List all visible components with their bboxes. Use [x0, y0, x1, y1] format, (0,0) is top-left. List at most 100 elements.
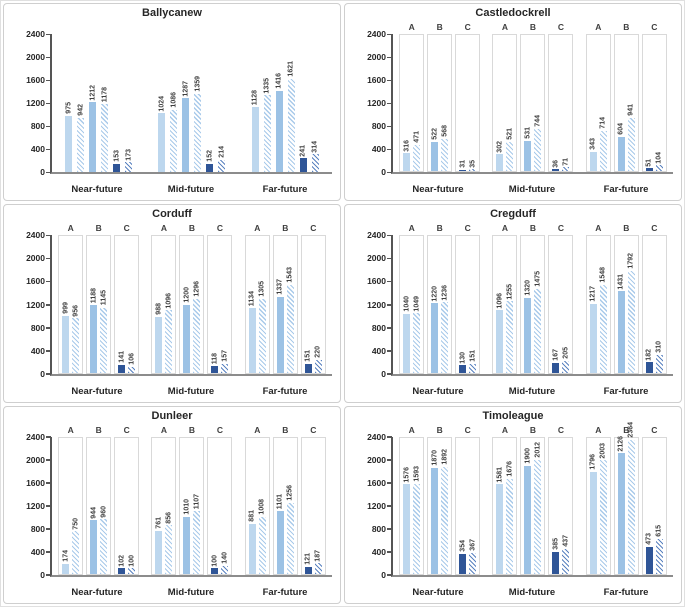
- category-group-near-future: A 999 956 B 1188 1145 C 141 106: [52, 223, 145, 374]
- bar-value-label: 106: [128, 352, 136, 365]
- y-axis-tick-mark: [46, 125, 51, 128]
- y-axis-tick-mark: [387, 280, 392, 283]
- y-axis-tick-mark: [387, 350, 392, 352]
- category-group-far-future: A 881 1008 B 1101 1256 C 121 187: [239, 425, 332, 575]
- bar-value-label: 1475: [534, 271, 542, 287]
- bar-value-label: 2003: [599, 442, 607, 459]
- bar-C-hatched: 437: [562, 535, 570, 574]
- y-axis-tick-label: 2000: [367, 253, 386, 264]
- y-axis-tick-mark: [387, 459, 392, 461]
- bar-value-label: 2364: [627, 422, 635, 438]
- y-axis-tick-mark: [46, 257, 51, 260]
- bar-value-label: 314: [311, 140, 319, 153]
- subgroup-box-B: B 1188 1145: [86, 223, 112, 374]
- bar-A-hatched: 1049: [413, 296, 421, 373]
- chart-title: Castledockrell: [475, 7, 551, 19]
- x-axis-labels: Near-future Mid-future Far-future: [391, 386, 673, 397]
- subgroup-label: C: [557, 22, 565, 32]
- chart-title: Dunleer: [151, 409, 193, 422]
- y-axis-tick-label: 1600: [26, 276, 45, 287]
- bar-value-label: 941: [627, 104, 635, 116]
- x-axis-category-label: Mid-future: [167, 184, 215, 196]
- subgroup-box-C: C 36 71: [548, 22, 574, 173]
- bar-A-hatched: 1096: [165, 293, 173, 373]
- bar-C-solid: 241: [299, 145, 307, 173]
- bar-value-label: 1892: [441, 448, 449, 465]
- y-axis-tick-label: 1600: [26, 75, 45, 86]
- y-axis-tick-mark: [387, 482, 392, 484]
- y-axis-tick-label: 1600: [367, 276, 386, 287]
- bar-value-label: 1256: [286, 485, 294, 501]
- bar-value-label: 121: [304, 553, 312, 566]
- bar-A-hatched: 1593: [413, 466, 421, 574]
- y-axis-tick-label: 1200: [26, 299, 45, 310]
- bar-value-label: 856: [165, 511, 173, 524]
- subgroup-label: A: [254, 424, 261, 435]
- plot-area: 0 400 800 1200 1600 2000 2400 975 942 1212 1178 153…: [26, 30, 332, 177]
- y-axis-tick-label: 2000: [367, 52, 386, 63]
- chart-panel-timoleague: Timoleague 0 400 800 1200 1600 2000 2400 A 1576 15…: [344, 405, 682, 604]
- y-axis-tick-label: 1200: [26, 500, 45, 511]
- bar-value-label: 522: [431, 128, 439, 140]
- bar-value-label: 471: [413, 130, 421, 143]
- bar-value-label: 1416: [275, 73, 283, 89]
- bar-value-label: 1900: [524, 448, 532, 465]
- y-axis-tick-mark: [387, 373, 392, 375]
- y-axis-tick-label: 0: [381, 167, 386, 178]
- bar-B-hatched: 941: [627, 104, 635, 172]
- bar-B-solid: 604: [617, 123, 625, 172]
- bar-B-hatched: 1475: [534, 271, 542, 373]
- bar-value-label: 1305: [258, 280, 266, 297]
- chart-panel-dunleer: Dunleer 0 400 800 1200 1600 2000 2400 A 174 750 B 94…: [3, 405, 341, 604]
- y-axis-tick-mark: [46, 171, 51, 174]
- bar-C-solid: 118: [211, 353, 219, 373]
- bar-value-label: 220: [314, 346, 322, 359]
- bar-B-hatched: 1359: [194, 76, 202, 173]
- x-axis-category-label: Near-future: [71, 586, 123, 598]
- bar-C-solid: 354: [459, 540, 467, 574]
- subgroup-box-B: B 1320 1475: [520, 223, 546, 374]
- bar-A-solid: 343: [589, 138, 597, 172]
- bar-value-label: 51: [645, 158, 653, 167]
- bar-B-solid: 1900: [524, 448, 532, 574]
- bar-B-solid: 1188: [90, 288, 98, 373]
- subgroup-label: B: [436, 424, 443, 435]
- y-axis-tick-mark: [46, 234, 51, 237]
- subgroup-label: B: [623, 22, 630, 32]
- bar-value-label: 1593: [413, 465, 421, 482]
- bar-value-label: 1217: [589, 285, 597, 302]
- bar-value-label: 1621: [287, 61, 295, 77]
- y-axis-tick-mark: [387, 304, 392, 306]
- bar-groups: A 1576 1593 B 1870 1892 C 354 367 A 1581 1676 B 1900 2…: [393, 422, 673, 575]
- bar-value-label: 1296: [193, 281, 201, 298]
- bar-C-hatched: 205: [562, 347, 570, 373]
- y-axis-tick-label: 2000: [26, 454, 45, 465]
- bar-B-hatched: 1145: [100, 290, 108, 373]
- chart-panel-castledockrell: Castledockrell 0 400 800 1200 1600 2000 2400 A 31…: [344, 3, 682, 202]
- subgroup-box-A: A 1576 1593: [399, 425, 425, 575]
- category-group-near-future: A 316 471 B 522 568 C 31 35: [393, 22, 486, 173]
- bar-A-solid: 302: [496, 141, 504, 172]
- bar-value-label: 354: [459, 540, 467, 552]
- chart-panel-corduff: Corduff 0 400 800 1200 1600 2000 2400 A 999 956 B 11…: [3, 204, 341, 403]
- bar-value-label: 944: [90, 506, 98, 519]
- bar-B-solid: 2126: [617, 436, 625, 574]
- bar-value-label: 385: [552, 538, 560, 551]
- bar-C-hatched: 151: [469, 350, 477, 373]
- y-axis-tick-label: 2400: [26, 29, 45, 39]
- category-group-near-future: A 174 750 B 944 960 C 102 100: [52, 425, 145, 575]
- y-axis-tick-mark: [46, 304, 51, 306]
- y-axis-tick-mark: [46, 79, 51, 82]
- bar-A-solid: 1134: [248, 291, 256, 373]
- bar-A-solid: 1576: [403, 467, 411, 574]
- bar-value-label: 1200: [183, 286, 191, 303]
- subgroup-box-A: A 1134 1305: [244, 223, 270, 374]
- bar-value-label: 1337: [276, 279, 284, 295]
- subgroup-box-A: A 1796 2003: [585, 425, 611, 575]
- bar-A-solid: 1128: [251, 90, 259, 173]
- bar-value-label: 521: [506, 128, 514, 140]
- bar-value-label: 153: [113, 149, 121, 162]
- category-group-near-future: A 1040 1049 B 1220 1236 C 130 151: [393, 223, 486, 374]
- y-axis-tick-label: 400: [371, 546, 386, 557]
- bar-A-hatched: 1008: [258, 499, 266, 574]
